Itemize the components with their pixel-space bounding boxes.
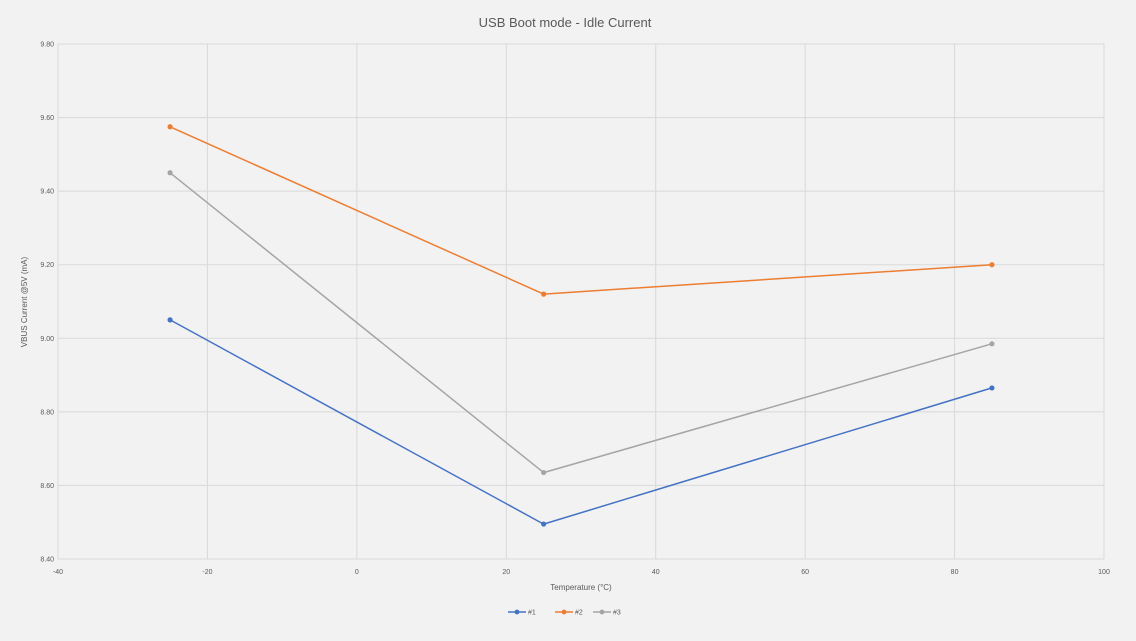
legend-label-3: #3 [613,610,621,617]
y-tick-label-5: 9.40 [40,189,54,196]
series-1-point-1 [167,317,173,323]
series-layer [167,124,995,527]
y-tick-label-3: 9.00 [40,336,54,343]
series-2-point-2 [541,291,547,297]
x-axis-label: Temperature (°C) [550,583,612,592]
series-3-point-1 [167,170,173,176]
x-tick-label-2: 0 [355,569,359,576]
y-tick-label-7: 9.80 [40,42,54,49]
x-tick-label-5: 60 [801,569,809,576]
tick-labels: 8.40 8.60 8.80 9.00 9.20 9.40 9.60 9.80 -40 -20 0 2… [40,42,1110,577]
chart-title: USB Boot mode - Idle Current [479,15,652,30]
y-tick-label-4: 9.20 [40,262,54,269]
series-2 [167,124,995,297]
y-tick-label-2: 8.80 [40,409,54,416]
legend-label-2: #2 [575,610,583,617]
plot-area [58,44,1104,559]
legend-swatch-marker-1 [514,609,520,615]
series-2-point-3 [989,262,995,268]
y-tick-label-0: 8.40 [40,557,54,564]
y-axis-label: VBUS Current @5V (mA) [20,256,29,347]
series-3 [167,170,995,476]
series-3-point-3 [989,341,995,347]
y-tick-label-6: 9.60 [40,115,54,122]
series-2-point-1 [167,124,173,130]
legend-item-3: #3 [593,610,621,617]
legend-item-1: #1 [508,610,536,617]
series-1-point-2 [541,521,547,527]
y-tick-label-1: 8.60 [40,483,54,490]
legend: #1 #2 #3 [508,610,621,617]
legend-swatch-marker-3 [599,609,605,615]
grid-lines [57,43,1105,560]
x-tick-label-6: 80 [951,569,959,576]
series-1 [167,317,995,527]
x-tick-label-1: -20 [202,569,212,576]
series-3-point-2 [541,469,547,476]
x-tick-label-0: -40 [53,569,63,576]
x-tick-label-7: 100 [1098,569,1110,576]
x-tick-label-3: 20 [502,569,510,576]
legend-swatch-marker-2 [561,609,567,615]
x-tick-label-4: 40 [652,569,660,576]
series-1-point-3 [989,385,995,391]
legend-label-1: #1 [528,610,536,617]
legend-item-2: #2 [555,610,583,617]
